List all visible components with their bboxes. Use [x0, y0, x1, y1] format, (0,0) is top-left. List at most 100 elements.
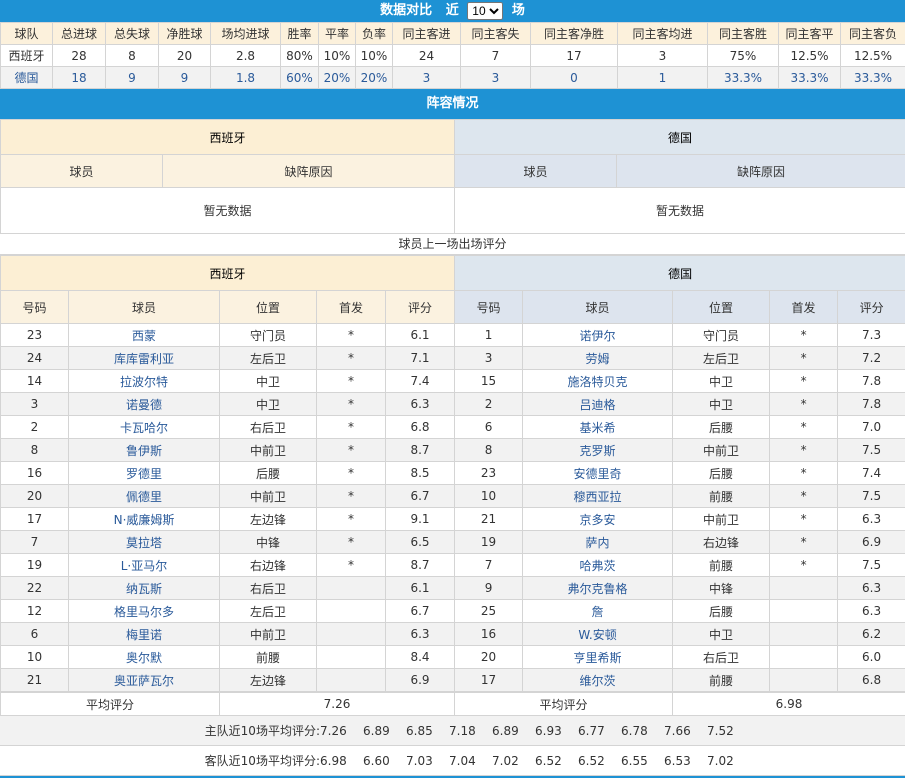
home-player-starter	[317, 577, 386, 600]
home-player-number: 6	[1, 623, 69, 646]
stat-cell: 17	[531, 45, 618, 67]
home-player-number: 14	[1, 370, 69, 393]
away-avg-value: 6.98	[673, 693, 905, 716]
home-player-player[interactable]: L·亚马尔	[69, 554, 220, 577]
home-player-number: 2	[1, 416, 69, 439]
lineup-header: 阵容情况	[0, 89, 905, 119]
away-player-position: 中卫	[673, 393, 770, 416]
away-player-number: 21	[455, 508, 523, 531]
home-player-player[interactable]: 卡瓦哈尔	[69, 416, 220, 439]
home-player-rating: 8.5	[386, 462, 455, 485]
home-player-position: 左后卫	[220, 347, 317, 370]
away-trend-value: 6.98	[320, 746, 363, 776]
stats-col-header: 同主客平	[779, 23, 841, 45]
stat-cell: 75%	[708, 45, 779, 67]
away-player-player[interactable]: 基米希	[523, 416, 673, 439]
away-player-number: 3	[455, 347, 523, 370]
stats-header-row: 球队总进球总失球净胜球场均进球胜率平率负率同主客进同主客失同主客净胜同主客均进同…	[1, 23, 905, 45]
stats-header: 数据对比 近 10 场	[0, 0, 905, 22]
away-player-player[interactable]: 詹	[523, 600, 673, 623]
away-player-player[interactable]: 安德里奇	[523, 462, 673, 485]
home-avg-label: 平均评分	[1, 693, 220, 716]
away-player-player[interactable]: 亨里希斯	[523, 646, 673, 669]
away-trend-value: 7.03	[406, 746, 449, 776]
home-player-player[interactable]: 格里马尔多	[69, 600, 220, 623]
home-player-rating: 6.7	[386, 485, 455, 508]
away-player-player[interactable]: 京多安	[523, 508, 673, 531]
home-player-number: 24	[1, 347, 69, 370]
stat-cell: 20%	[356, 67, 393, 89]
home-player-rating: 6.5	[386, 531, 455, 554]
home-player-position: 右后卫	[220, 416, 317, 439]
home-player-player[interactable]: 佩德里	[69, 485, 220, 508]
away-player-player[interactable]: 哈弗茨	[523, 554, 673, 577]
home-trend-value: 6.89	[363, 716, 406, 746]
stats-col-header: 同主客均进	[618, 23, 708, 45]
home-player-starter: *	[317, 554, 386, 577]
home-player-player[interactable]: 奥亚萨瓦尔	[69, 669, 220, 692]
stat-cell: 60%	[281, 67, 319, 89]
away-player-position: 后腰	[673, 416, 770, 439]
away-player-player[interactable]: W.安顿	[523, 623, 673, 646]
ratings-col-3: 首发	[317, 291, 386, 324]
absence-away-team: 德国	[455, 120, 905, 155]
away-player-number: 20	[455, 646, 523, 669]
away-player-rating: 6.3	[838, 577, 905, 600]
home-player-player[interactable]: 梅里诺	[69, 623, 220, 646]
home-player-player[interactable]: 库库雷利亚	[69, 347, 220, 370]
away-player-starter: *	[770, 393, 838, 416]
home-player-player[interactable]: N·威廉姆斯	[69, 508, 220, 531]
ratings-col-3: 首发	[770, 291, 838, 324]
away-player-player[interactable]: 劳姆	[523, 347, 673, 370]
away-player-position: 中前卫	[673, 439, 770, 462]
away-player-starter	[770, 646, 838, 669]
absence-away-nodata: 暂无数据	[455, 188, 905, 234]
home-player-starter	[317, 600, 386, 623]
away-player-player[interactable]: 穆西亚拉	[523, 485, 673, 508]
home-player-rating: 8.7	[386, 439, 455, 462]
stats-col-header: 同主客净胜	[531, 23, 618, 45]
home-trend-value: 6.89	[492, 716, 535, 746]
home-player-rating: 6.8	[386, 416, 455, 439]
home-player-player[interactable]: 莫拉塔	[69, 531, 220, 554]
away-player-player[interactable]: 维尔茨	[523, 669, 673, 692]
away-player-player[interactable]: 吕迪格	[523, 393, 673, 416]
away-player-rating: 7.3	[838, 324, 905, 347]
away-player-player[interactable]: 诺伊尔	[523, 324, 673, 347]
ratings-away-team: 德国	[455, 256, 905, 291]
home-player-starter: *	[317, 347, 386, 370]
stat-cell: 2.8	[211, 45, 281, 67]
home-player-rating: 6.9	[386, 669, 455, 692]
home-player-position: 中前卫	[220, 485, 317, 508]
home-player-player[interactable]: 诺曼德	[69, 393, 220, 416]
home-player-number: 23	[1, 324, 69, 347]
stat-cell: 12.5%	[779, 45, 841, 67]
home-player-player[interactable]: 奥尔默	[69, 646, 220, 669]
away-player-rating: 6.8	[838, 669, 905, 692]
home-trend-value: 6.78	[621, 716, 664, 746]
away-player-player[interactable]: 弗尔克鲁格	[523, 577, 673, 600]
stat-cell: 9	[159, 67, 211, 89]
away-player-starter: *	[770, 485, 838, 508]
home-player-player[interactable]: 西蒙	[69, 324, 220, 347]
home-player-rating: 8.7	[386, 554, 455, 577]
home-player-number: 16	[1, 462, 69, 485]
away-player-player[interactable]: 萨内	[523, 531, 673, 554]
away-trend-label: 客队近10场平均评分:	[180, 746, 320, 776]
home-player-player[interactable]: 罗德里	[69, 462, 220, 485]
home-player-player[interactable]: 鲁伊斯	[69, 439, 220, 462]
absence-away-player-col: 球员	[455, 155, 617, 188]
ratings-home-team: 西班牙	[1, 256, 455, 291]
home-player-player[interactable]: 纳瓦斯	[69, 577, 220, 600]
home-player-player[interactable]: 拉波尔特	[69, 370, 220, 393]
away-player-position: 中前卫	[673, 508, 770, 531]
away-player-player[interactable]: 施洛特贝克	[523, 370, 673, 393]
recent-matches-select[interactable]: 10	[467, 2, 503, 20]
team-name: 西班牙	[1, 45, 53, 67]
away-player-player[interactable]: 克罗斯	[523, 439, 673, 462]
